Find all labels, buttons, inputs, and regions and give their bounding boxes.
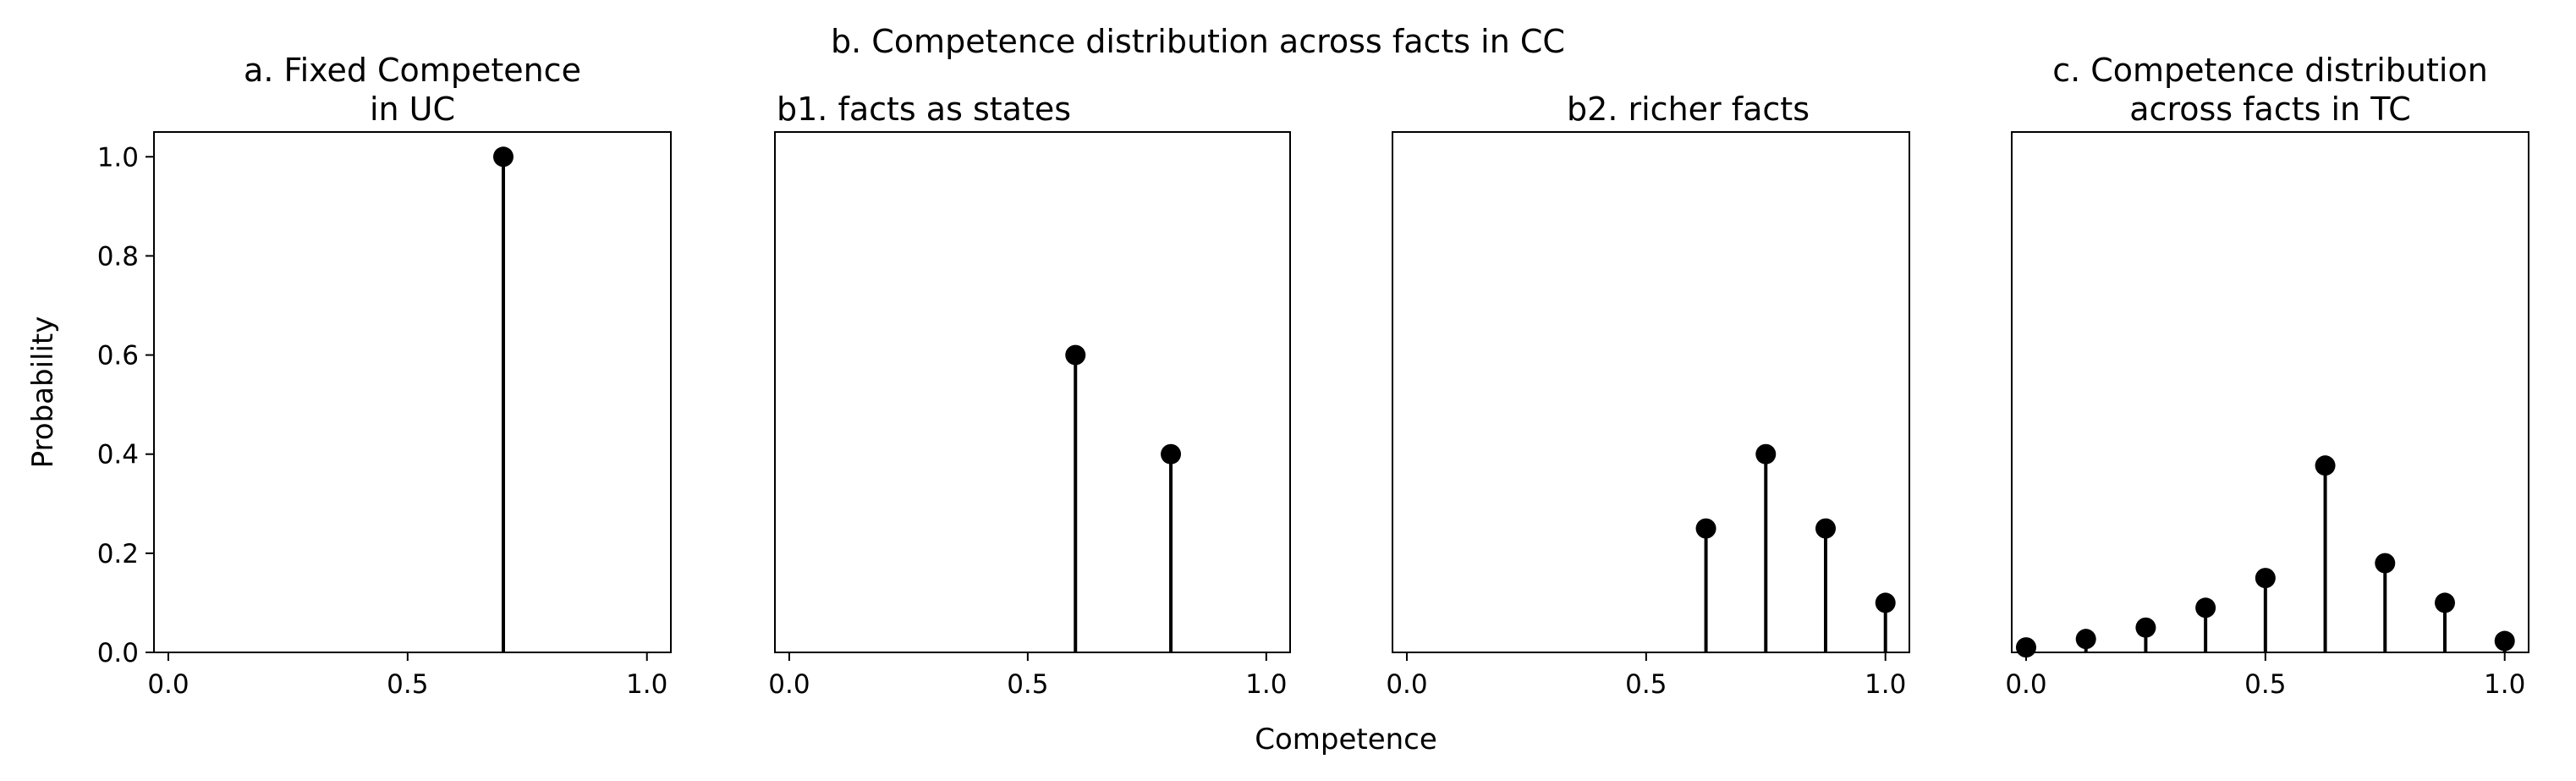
panel-title: in UC [370, 91, 455, 128]
x-tick-label: 0.0 [1386, 669, 1427, 700]
stem-marker [2255, 568, 2276, 589]
x-tick-label: 1.0 [1865, 669, 1906, 700]
stem-marker [2315, 455, 2336, 476]
y-tick-label: 1.0 [97, 142, 139, 173]
y-tick-label: 0.2 [97, 539, 139, 569]
stem-marker [1815, 518, 1836, 539]
x-tick-label: 0.0 [2005, 669, 2046, 700]
y-tick-label: 0.8 [97, 241, 139, 272]
stem-marker [1875, 592, 1896, 613]
axes-frame [774, 131, 1291, 653]
x-tick-label: 1.0 [626, 669, 667, 700]
panel-title: across facts in TC [2129, 91, 2410, 128]
stem-marker [2434, 592, 2455, 613]
group-title: b. Competence distribution across facts … [831, 23, 1565, 60]
y-tick-label: 0.4 [97, 440, 139, 470]
stem-marker [2375, 553, 2396, 574]
x-tick-label: 0.0 [768, 669, 810, 700]
y-tick-label: 0.6 [97, 341, 139, 371]
stem-marker [1755, 443, 1777, 465]
axes-frame [2011, 131, 2529, 653]
panel-title: b1. facts as states [777, 91, 1071, 128]
panel: b2. richer facts 0.0 0.5 1.0 [1386, 91, 1910, 700]
x-tick-label: 1.0 [2484, 669, 2525, 700]
x-tick-label: 1.0 [1245, 669, 1287, 700]
stem-marker [2015, 637, 2036, 658]
axes-frame [1392, 131, 1910, 653]
y-tick-label: 0.0 [97, 638, 139, 668]
x-tick-label: 0.5 [2244, 669, 2286, 700]
stem-marker [2075, 629, 2096, 650]
axes-frame [153, 131, 672, 653]
stem-marker [1065, 344, 1086, 366]
x-axis-label: Competence [1255, 723, 1437, 756]
x-tick-label: 0.5 [387, 669, 428, 700]
stem-marker [1695, 518, 1716, 539]
y-axis-label: Probability [26, 316, 60, 469]
panel-title: c. Competence distribution [2052, 52, 2488, 89]
panel-title: b2. richer facts [1567, 91, 1810, 128]
panel: b1. facts as states 0.0 0.5 1.0 [768, 91, 1291, 700]
stem-marker [2195, 597, 2216, 619]
stem-marker [1161, 443, 1182, 465]
stem-marker [2494, 630, 2515, 652]
panel-title: a. Fixed Competence [244, 52, 581, 89]
x-tick-label: 0.0 [147, 669, 189, 700]
stem-marker [2135, 617, 2156, 638]
stem-marker [492, 146, 514, 168]
x-tick-label: 0.5 [1625, 669, 1667, 700]
x-tick-label: 0.5 [1007, 669, 1048, 700]
